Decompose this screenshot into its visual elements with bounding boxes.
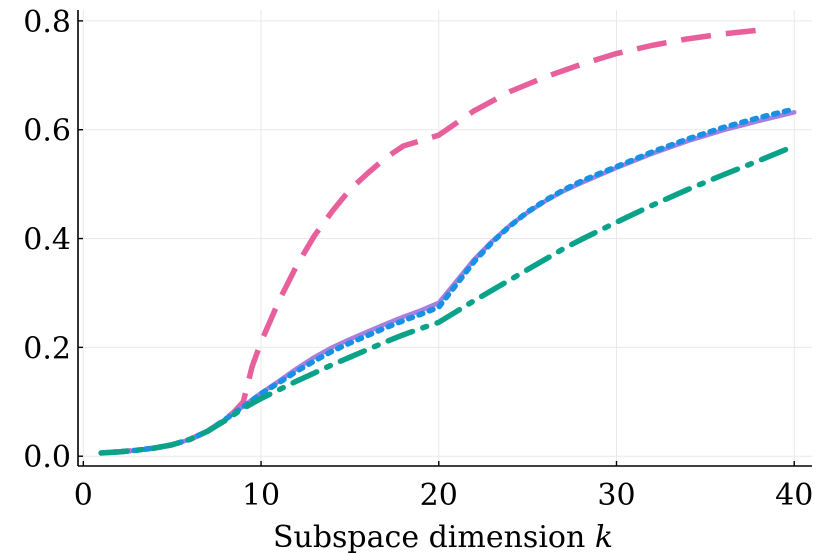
x-tick-label-10: 10 <box>242 478 280 513</box>
series-line-blue-dotted <box>98 106 797 456</box>
series-line-purple-solid <box>98 110 797 456</box>
y-tick-label-0.2: 0.2 <box>23 331 71 366</box>
grid <box>78 10 812 466</box>
x-axis-title-variable: k <box>595 520 613 554</box>
x-tick-label-30: 30 <box>597 478 635 513</box>
x-axis-title-text: Subspace dimension <box>273 520 585 554</box>
x-tick-label-0: 0 <box>74 478 93 513</box>
x-axis-title: Subspace dimension k <box>273 520 613 554</box>
y-tick-label-0.0: 0.0 <box>23 440 71 475</box>
y-tick-label-0.4: 0.4 <box>23 223 71 258</box>
tick-labels: 0 10 20 30 40 0.0 0.2 0.4 0.6 0.8 <box>23 5 813 513</box>
series-line-pink-dashed <box>100 27 759 456</box>
x-tick-label-20: 20 <box>420 478 458 513</box>
series-line-green-dashdot <box>98 143 797 456</box>
y-tick-label-0.6: 0.6 <box>23 114 71 149</box>
y-tick-label-0.8: 0.8 <box>23 5 71 40</box>
series-group <box>98 27 797 456</box>
x-tick-label-40: 40 <box>775 478 813 513</box>
axes <box>77 10 812 467</box>
